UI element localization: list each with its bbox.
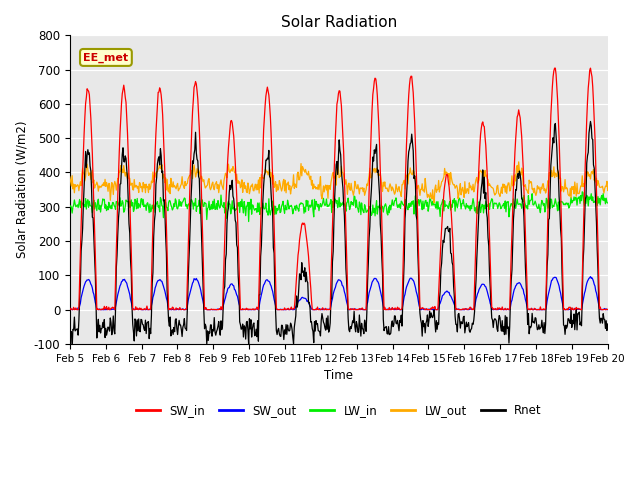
Title: Solar Radiation: Solar Radiation: [281, 15, 397, 30]
X-axis label: Time: Time: [324, 369, 353, 382]
Y-axis label: Solar Radiation (W/m2): Solar Radiation (W/m2): [15, 121, 28, 258]
Text: EE_met: EE_met: [83, 52, 129, 62]
Legend: SW_in, SW_out, LW_in, LW_out, Rnet: SW_in, SW_out, LW_in, LW_out, Rnet: [131, 399, 547, 421]
